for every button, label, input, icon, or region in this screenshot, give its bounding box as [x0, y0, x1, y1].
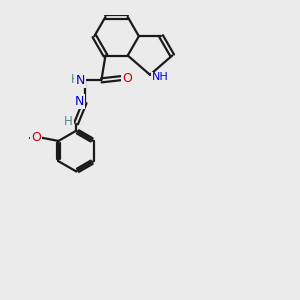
Text: NH: NH	[152, 73, 169, 82]
Text: O: O	[122, 72, 132, 85]
Text: N: N	[75, 95, 84, 108]
Text: H: H	[71, 73, 80, 86]
Text: H: H	[64, 115, 73, 128]
Text: N: N	[75, 74, 85, 87]
Text: O: O	[31, 131, 41, 144]
